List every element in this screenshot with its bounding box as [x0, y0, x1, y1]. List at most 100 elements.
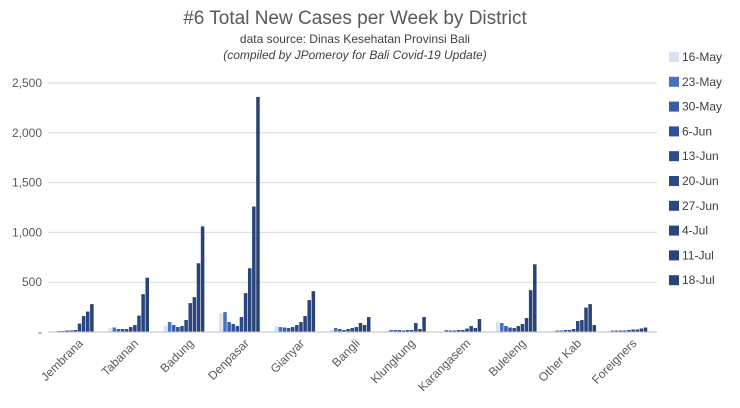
bar: [108, 328, 112, 332]
bar: [401, 330, 406, 332]
bar: [508, 327, 512, 332]
bar: [397, 330, 402, 332]
bar: [422, 317, 426, 332]
bar: [524, 318, 529, 332]
bar: [167, 322, 172, 332]
legend-swatch: [669, 126, 679, 137]
bar: [405, 330, 410, 332]
bar: [81, 316, 86, 332]
bar: [227, 322, 231, 332]
bar: [303, 316, 307, 332]
bar: [73, 330, 78, 332]
legend-label: 13-Jun: [682, 149, 719, 163]
bar: [452, 330, 457, 332]
bar: [409, 330, 414, 332]
legend-swatch: [669, 225, 679, 236]
bar: [473, 328, 478, 332]
chart-title: #6 Total New Cases per Week by District: [183, 8, 527, 29]
bar: [643, 327, 648, 332]
x-tick-label: Other Kab: [535, 336, 584, 385]
bar: [418, 329, 422, 332]
bar: [354, 327, 359, 332]
bar: [112, 327, 117, 332]
bar: [290, 327, 295, 332]
y-tick-label: -: [38, 325, 42, 339]
legend-swatch: [669, 176, 679, 186]
bar: [576, 321, 580, 332]
bar: [145, 277, 150, 332]
bar: [584, 307, 588, 332]
bar: [567, 330, 572, 332]
bar: [295, 325, 299, 332]
legend-label: 16-May: [682, 50, 722, 64]
legend-label: 6-Jun: [682, 124, 712, 138]
x-tick-label: Buleleng: [486, 336, 529, 379]
x-tick-label: Bangli: [329, 336, 362, 369]
bar: [141, 294, 145, 332]
bar: [389, 330, 393, 332]
legend-swatch: [669, 200, 679, 211]
bar: [256, 96, 260, 332]
legend-label: 27-Jun: [682, 199, 719, 213]
legend-label: 4-Jul: [682, 224, 708, 238]
bar: [592, 325, 597, 332]
bar: [362, 325, 367, 332]
y-tick-label: 1,000: [12, 225, 42, 239]
bar: [346, 329, 350, 332]
bar: [252, 206, 256, 332]
bar: [180, 326, 184, 332]
bar: [477, 319, 482, 332]
bar: [342, 330, 346, 332]
x-tick-label: Jembrana: [38, 336, 86, 384]
bar: [278, 327, 283, 332]
legend-swatch: [669, 76, 679, 87]
bar: [163, 326, 168, 332]
bar: [571, 329, 576, 332]
bar: [231, 324, 235, 332]
legend-swatch: [669, 151, 679, 162]
chart-subtitle: data source: Dinas Kesehatan Provinsi Ba…: [239, 32, 471, 46]
y-tick-label: 1,500: [12, 176, 42, 190]
legend-swatch: [669, 250, 679, 261]
bar: [520, 324, 525, 332]
bar: [444, 330, 449, 332]
bar: [457, 330, 461, 332]
bar: [465, 328, 469, 332]
bar: [133, 325, 137, 332]
bar: [610, 330, 615, 332]
bar: [366, 317, 371, 332]
bar: [393, 330, 397, 332]
bar: [299, 322, 303, 332]
bar: [350, 328, 354, 332]
bar: [65, 330, 69, 332]
bar: [512, 328, 516, 332]
bar: [116, 329, 121, 332]
bar: [588, 304, 592, 332]
bar: [282, 327, 287, 332]
bar: [333, 328, 338, 332]
bar: [619, 330, 623, 332]
y-tick-label: 2,000: [12, 126, 42, 140]
legend-label: 18-Jul: [682, 273, 715, 287]
bar: [414, 323, 418, 332]
bar: [90, 304, 94, 332]
bar: [274, 326, 278, 332]
chart-note: (compiled by JPomeroy for Bali Covid-19 …: [223, 48, 487, 62]
bar: [555, 330, 559, 332]
x-tick-label: Badung: [157, 336, 196, 375]
x-tick-label: Karangasem: [415, 336, 473, 394]
bar: [533, 264, 537, 332]
x-tick-label: Tabanan: [99, 336, 141, 378]
legend-label: 11-Jul: [682, 248, 714, 262]
x-tick-label: Klungkung: [368, 336, 418, 386]
y-tick-label: 2,500: [12, 76, 42, 90]
bar: [124, 329, 129, 332]
bar: [311, 291, 316, 332]
bar: [239, 317, 244, 332]
x-tick-label: Gianyar: [268, 336, 308, 376]
bar: [623, 330, 627, 332]
bar: [137, 315, 141, 332]
bar: [614, 330, 619, 332]
